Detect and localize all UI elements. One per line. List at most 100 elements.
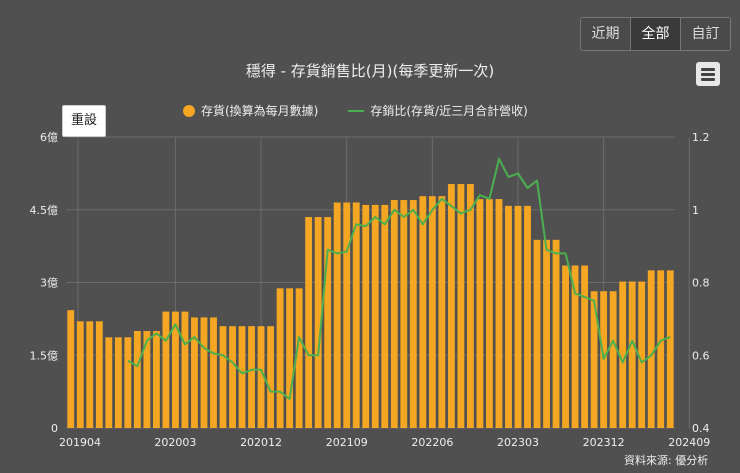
bar [647, 270, 655, 428]
chart-menu-button[interactable] [696, 62, 720, 86]
bar [257, 326, 265, 428]
x-tick-label: 202003 [154, 436, 196, 449]
chart-title: 穩得 - 存貨銷售比(月)(每季更新一次) [245, 62, 495, 80]
bar [286, 288, 294, 428]
bar [390, 200, 398, 428]
bar [657, 270, 665, 428]
bar [352, 202, 360, 428]
range-button-recent[interactable]: 近期 [581, 18, 631, 50]
y-right-tick-label: 0.6 [692, 349, 710, 362]
source-credit: 資料來源: 優分析 [624, 454, 709, 467]
bar [95, 321, 103, 428]
legend-bar-marker[interactable] [183, 104, 195, 117]
bar [505, 205, 512, 428]
x-tick-label: 202312 [583, 436, 625, 449]
bar [628, 281, 636, 428]
y-right-tick-label: 1 [692, 204, 699, 217]
bar [438, 196, 446, 428]
x-tick-label: 202206 [411, 436, 453, 449]
bar [333, 202, 341, 428]
bar [343, 202, 351, 428]
bar [143, 331, 151, 428]
bar [76, 321, 84, 428]
bar [514, 205, 522, 428]
bar [152, 331, 160, 428]
bar [67, 310, 75, 428]
bar [105, 337, 113, 428]
bar [495, 199, 503, 428]
hamburger-icon-middle [701, 73, 715, 76]
bar [305, 217, 313, 428]
bar [191, 317, 198, 428]
bar [457, 184, 465, 428]
x-tick-label: 202012 [240, 436, 282, 449]
bar [362, 204, 370, 428]
bar [666, 270, 674, 428]
bar [476, 199, 484, 428]
bar [543, 239, 550, 428]
bar [619, 281, 627, 428]
y-left-tick-label: 0 [51, 422, 58, 435]
y-right-tick-label: 0.4 [692, 422, 710, 435]
bar [162, 311, 170, 428]
range-button-custom[interactable]: 自訂 [681, 18, 730, 50]
bar [552, 239, 560, 428]
bar [219, 326, 227, 428]
bar [447, 184, 455, 428]
bar [562, 265, 569, 428]
legend-line-label[interactable]: 存銷比(存貨/近三月合計營收) [370, 104, 528, 118]
bar-series [67, 184, 674, 428]
bar [419, 196, 427, 428]
hamburger-icon-bottom [701, 78, 715, 81]
bar [590, 291, 598, 428]
y-right-tick-label: 1.2 [692, 131, 710, 144]
bar [238, 326, 246, 428]
reset-zoom-button[interactable]: 重設 [62, 105, 106, 137]
y-left-tick-label: 4.5億 [30, 204, 59, 217]
bar [114, 337, 122, 428]
bar [314, 217, 322, 428]
bar [609, 291, 617, 428]
y-left-tick-label: 6億 [40, 131, 58, 144]
bar [248, 326, 255, 428]
bar [181, 311, 189, 428]
y-left-tick-label: 1.5億 [30, 349, 59, 362]
legend-bar-label[interactable]: 存貨(換算為每月數據) [201, 104, 319, 118]
bar [409, 200, 417, 428]
bar [229, 326, 236, 428]
bar [210, 317, 217, 428]
bar [581, 265, 589, 428]
bar [381, 204, 389, 428]
bar [133, 331, 141, 428]
bar [276, 288, 284, 428]
bar [172, 311, 179, 428]
range-selector: 近期 全部 自訂 [580, 17, 731, 51]
bar [533, 239, 541, 428]
ratio-line [127, 157, 671, 400]
hamburger-icon [701, 68, 715, 71]
bar [638, 281, 646, 428]
range-button-all[interactable]: 全部 [631, 18, 681, 50]
bar [124, 337, 132, 428]
x-tick-label: 201904 [59, 436, 101, 449]
bar [486, 199, 493, 428]
bar [200, 317, 208, 428]
bar [295, 288, 303, 428]
bar [267, 326, 275, 428]
bar [466, 184, 474, 428]
bar [571, 265, 579, 428]
chart-legend: 存貨(換算為每月數據) 存銷比(存貨/近三月合計營收) [183, 102, 528, 119]
line-series [127, 157, 671, 400]
bar [400, 200, 408, 428]
bar [371, 204, 379, 428]
y-right-tick-label: 0.8 [692, 277, 710, 290]
bar [524, 205, 531, 428]
bar [86, 321, 94, 428]
x-tick-label: 202409 [668, 436, 710, 449]
bar [428, 196, 436, 428]
x-tick-label: 202303 [497, 436, 539, 449]
x-tick-label: 202109 [326, 436, 368, 449]
legend-line-marker[interactable] [348, 109, 365, 112]
y-left-tick-label: 3億 [40, 277, 58, 290]
